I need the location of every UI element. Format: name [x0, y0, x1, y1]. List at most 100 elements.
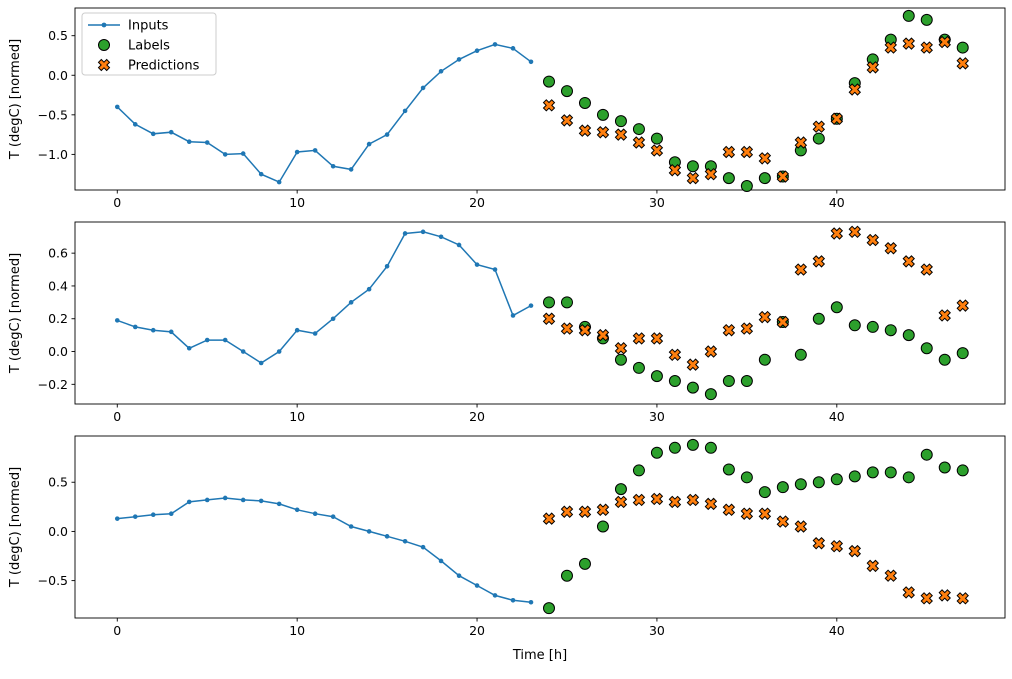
inputs-series — [114, 229, 534, 366]
y-tick-labels: 0.5 0.0 −0.5 — [38, 475, 75, 588]
inputs-point — [312, 331, 318, 336]
inputs-point — [366, 529, 372, 534]
label-point — [704, 388, 717, 401]
legend-box — [81, 12, 217, 76]
inputs-point — [276, 179, 282, 185]
x-marker — [596, 503, 610, 517]
label-point — [686, 160, 699, 173]
x-marker — [560, 505, 574, 518]
inputs-point — [510, 46, 516, 51]
label-point — [758, 353, 771, 366]
x-marker — [614, 495, 628, 509]
x-marker — [776, 315, 790, 329]
x-tick-label: 0 — [113, 195, 121, 210]
x-marker — [776, 170, 790, 183]
legend-circle-icon — [98, 39, 110, 51]
legend-label: Inputs — [128, 19, 169, 34]
label-point — [830, 301, 843, 314]
label-point — [614, 483, 627, 496]
x-marker — [722, 145, 736, 159]
x-tick-label: 20 — [469, 623, 485, 638]
inputs-point — [510, 597, 516, 603]
label-point — [650, 446, 663, 459]
label-point — [542, 75, 555, 88]
x-marker — [722, 323, 736, 337]
inputs-point — [132, 324, 138, 330]
x-marker — [902, 586, 915, 599]
y-tick-label: 0.5 — [48, 475, 68, 490]
x-marker — [740, 507, 754, 520]
label-point — [920, 13, 933, 26]
y-tick-label: 0.2 — [48, 311, 68, 326]
x-marker — [920, 263, 933, 276]
x-marker — [938, 309, 951, 322]
inputs-point — [492, 42, 498, 47]
inputs-point — [420, 544, 426, 550]
inputs-point — [186, 499, 192, 505]
x-marker — [704, 167, 718, 181]
x-marker — [848, 83, 862, 96]
x-marker — [884, 41, 897, 54]
x-marker — [866, 559, 880, 573]
x-marker — [812, 537, 826, 550]
inputs-point — [330, 316, 336, 322]
label-point — [920, 448, 933, 461]
x-marker — [596, 328, 610, 342]
x-marker — [884, 569, 897, 582]
x-marker — [542, 312, 556, 325]
x-axis-label: Time [h] — [512, 648, 568, 663]
inputs-point — [348, 167, 354, 172]
inputs-line — [117, 231, 532, 364]
inputs-point — [222, 495, 228, 501]
inputs-point — [456, 573, 462, 578]
label-point — [740, 375, 753, 388]
inputs-point — [384, 534, 390, 539]
label-point — [650, 370, 663, 383]
inputs-point — [456, 242, 462, 248]
inputs-line — [116, 43, 532, 184]
x-marker — [902, 37, 915, 50]
x-marker — [614, 128, 628, 141]
inputs-point — [528, 303, 534, 308]
x-marker — [686, 171, 700, 185]
label-point — [686, 438, 699, 451]
x-marker — [794, 136, 808, 149]
x-tick-label: 40 — [829, 623, 845, 638]
x-marker — [614, 342, 628, 355]
inputs-point — [330, 163, 336, 169]
x-tick-label: 0 — [113, 623, 121, 638]
inputs-point — [474, 262, 480, 267]
inputs-point — [150, 131, 156, 137]
inputs-point — [366, 141, 372, 147]
x-tick-label: 10 — [289, 195, 305, 210]
inputs-point — [186, 345, 192, 351]
label-point — [542, 296, 555, 309]
x-tick-label: 20 — [469, 195, 485, 210]
x-marker — [794, 263, 808, 276]
x-marker — [866, 233, 880, 247]
inputs-point — [240, 497, 246, 503]
subplot-2: T (degC) [normed] 0 10 20 30 40 0.6 0.4 0.2 0.0−… — [0, 214, 1012, 428]
inputs-point — [150, 327, 156, 333]
label-point — [578, 96, 591, 109]
label-point — [956, 347, 969, 360]
x-tick-label: 10 — [289, 623, 305, 638]
inputs-point — [222, 337, 228, 343]
y-tick-labels: 0.6 0.4 0.2 0.0 −0.2 — [38, 246, 75, 392]
y-tick-label: −1.0 — [38, 147, 68, 162]
predictions-series — [542, 492, 969, 605]
label-point — [614, 115, 627, 128]
inputs-point — [420, 229, 426, 235]
label-point — [938, 461, 951, 474]
x-marker — [722, 503, 736, 517]
x-marker — [938, 35, 951, 49]
label-point — [776, 481, 789, 494]
y-tick-label: 0.6 — [48, 246, 68, 261]
x-tick-labels: 0 10 20 30 40 — [113, 404, 845, 424]
inputs-point — [312, 511, 318, 517]
y-tick-label: 0.0 — [48, 524, 68, 539]
inputs-point — [132, 514, 138, 519]
inputs-line — [117, 497, 532, 604]
inputs-point — [312, 148, 318, 153]
inputs-point — [456, 57, 462, 62]
